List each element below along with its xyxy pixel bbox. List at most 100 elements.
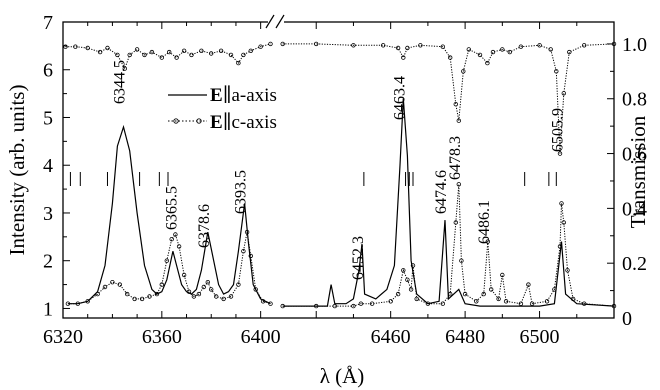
y-left-tick-label: 5 <box>43 107 53 129</box>
series-2-point-1-2 <box>351 43 356 48</box>
series-2-point-0-3 <box>97 49 103 55</box>
series-2-path-1 <box>282 43 615 154</box>
series-1-point-0-1 <box>75 301 80 306</box>
legend-dot-marker-1 <box>173 118 179 124</box>
series-1-point-0-16 <box>176 244 182 249</box>
series-2-point-0-22 <box>248 48 253 53</box>
series-2-point-1-1 <box>314 41 319 47</box>
legend-entry-a-sym: ∥ <box>223 85 232 106</box>
series-2-point-0-18 <box>218 48 224 53</box>
series-2-point-0-16 <box>199 48 204 53</box>
series-2-point-0-19 <box>228 52 234 58</box>
series-1-point-0-9 <box>139 296 145 302</box>
series-1-point-0-11 <box>154 291 160 297</box>
series-1-point-1-7 <box>395 291 401 297</box>
series-2-point-1-15 <box>485 60 490 66</box>
plot-frame <box>62 21 615 319</box>
series-1-point-0-30 <box>248 253 253 259</box>
series-1-path-0 <box>67 232 271 305</box>
series-1-point-0-4 <box>102 284 108 290</box>
peak-label: 6474.6 <box>433 170 450 214</box>
series-1-path-1 <box>282 184 615 307</box>
series-1-point-0-25 <box>221 296 226 302</box>
series-1-point-1-8 <box>401 268 406 273</box>
series-1-point-1-32 <box>557 244 563 249</box>
legend-entry-c-rest: c-axis <box>231 112 276 133</box>
y-right-tick-label: 0.6 <box>622 144 647 166</box>
series-2-point-0-9 <box>142 52 147 58</box>
series-2-point-1-11 <box>456 118 461 123</box>
series-2-point-1-19 <box>518 44 524 49</box>
series-2-point-1-14 <box>477 52 483 58</box>
series-1-point-1-10 <box>408 287 414 292</box>
series-1-point-1-20 <box>474 299 479 304</box>
series-1-point-1-23 <box>489 287 494 292</box>
series-1-point-0-29 <box>244 229 250 235</box>
series-1-point-0-19 <box>191 294 197 299</box>
series-1-point-1-38 <box>611 303 617 309</box>
series-2-point-0-11 <box>159 55 164 60</box>
series-2-point-1-18 <box>507 49 512 55</box>
series-1-point-1-9 <box>405 277 410 282</box>
series-1-point-1-30 <box>544 299 550 304</box>
series-1-point-0-7 <box>124 291 130 297</box>
series-1-point-1-36 <box>570 296 576 302</box>
series-1-point-0-13 <box>164 258 169 263</box>
series-1-point-0-24 <box>213 294 219 299</box>
plot-frame-rect <box>62 21 615 319</box>
series-2-point-1-4 <box>395 45 401 51</box>
series-2-point-0-12 <box>166 49 172 55</box>
tick-labels: 6320 6360 6400 6460 6500 6480 1 2 3 4 5 6 7 0 0.2 0.4 0.… <box>43 12 647 348</box>
series-2-point-0-14 <box>181 48 187 53</box>
y-axis-left-title: Intensity (arb. units) <box>5 85 29 256</box>
series-1-point-1-35 <box>565 268 570 273</box>
peak-label: 6344.5 <box>112 60 129 104</box>
y-left-tick-label: 6 <box>43 60 53 82</box>
series-1-point-0-26 <box>228 294 234 299</box>
series-2-point-1-25 <box>567 49 572 55</box>
legend-entry-c-bold: E <box>210 112 223 133</box>
series-2-point-0-1 <box>73 44 78 49</box>
traces <box>63 41 617 309</box>
series-2-point-1-17 <box>500 47 505 52</box>
series-2-point-1-0 <box>280 41 285 47</box>
y-left-tick-label: 7 <box>43 12 53 34</box>
series-2-point-1-23 <box>557 151 563 156</box>
series-1-point-1-21 <box>481 291 486 297</box>
series-1-point-1-37 <box>582 301 587 306</box>
peak-label: 6365.5 <box>163 186 180 230</box>
legend-entry-c-sym: ∥ <box>223 112 232 133</box>
series-1-point-1-27 <box>518 301 524 306</box>
series-2-point-0-5 <box>115 52 120 58</box>
y-left-tick-label: 2 <box>43 251 53 273</box>
series-1-point-0-27 <box>236 282 241 287</box>
series-2-point-1-6 <box>405 45 410 51</box>
series-2-point-0-20 <box>236 60 241 66</box>
legend: E∥a-axis E∥c-axis <box>168 85 277 133</box>
legend-entry-a-rest: a-axis <box>231 85 276 106</box>
series-1-point-0-3 <box>95 291 100 297</box>
series-2-point-1-24 <box>561 91 566 96</box>
axis-break-slash-2 <box>275 14 285 29</box>
series-2-point-1-7 <box>418 43 423 48</box>
series-1-point-1-19 <box>462 291 468 297</box>
peak-label: 6378.6 <box>196 204 213 248</box>
series-1-point-0-20 <box>196 291 202 297</box>
series-1-point-0-5 <box>110 280 115 285</box>
series-1-point-1-3 <box>351 303 356 309</box>
series-2-point-1-9 <box>448 55 453 60</box>
series-2-point-1-8 <box>440 44 445 49</box>
legend-entry-a: E∥a-axis <box>210 85 277 106</box>
series-2-point-1-5 <box>401 55 406 60</box>
series-2-point-0-2 <box>85 45 90 51</box>
series-0-path-1 <box>282 98 615 307</box>
series-2-point-0-10 <box>149 49 155 55</box>
x-tick-label: 6320 <box>43 326 83 348</box>
series-2-point-0-7 <box>127 52 132 58</box>
peak-label: 6486.1 <box>476 200 493 244</box>
series-1-point-0-14 <box>169 236 174 242</box>
series-1-point-1-16 <box>453 220 458 225</box>
series-1-point-1-17 <box>456 182 461 187</box>
y-right-tick-label: 0 <box>622 308 632 330</box>
